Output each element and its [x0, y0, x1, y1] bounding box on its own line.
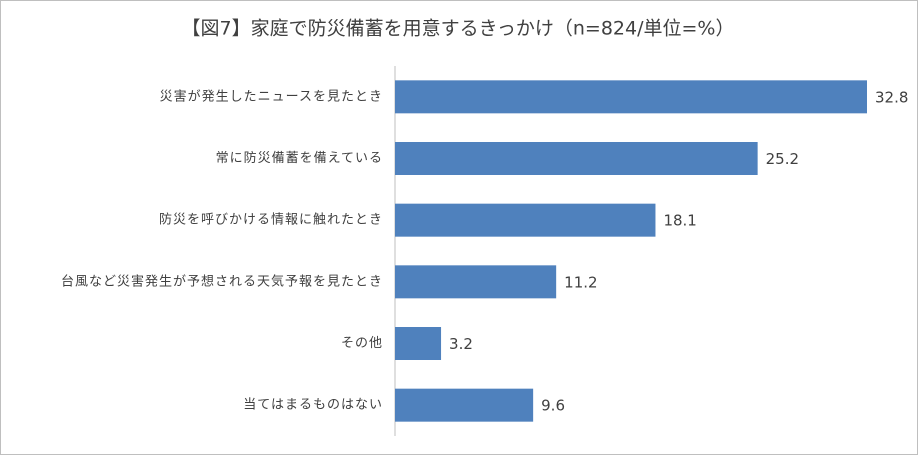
bar	[395, 327, 442, 360]
category-label: 当てはまるものはない	[243, 398, 383, 413]
value-label: 9.6	[541, 397, 565, 415]
bar	[395, 203, 656, 237]
bar	[395, 80, 867, 114]
chart-title: 【図7】家庭で防災備蓄を用意するきっかけ（n=824/単位=%）	[182, 18, 735, 40]
value-label: 25.2	[766, 150, 799, 168]
bar	[395, 142, 758, 175]
category-label: 災害が発生したニュースを見たとき	[160, 88, 383, 104]
category-label: 台風など災害発生が予想される天気予報を見たとき	[61, 273, 383, 289]
category-label: 常に防災備蓄を備えている	[216, 150, 383, 166]
value-label: 3.2	[449, 335, 473, 353]
bar	[395, 265, 557, 299]
bar	[395, 388, 534, 422]
category-label: 防災を呼びかける情報に触れたとき	[159, 212, 383, 228]
value-label: 18.1	[663, 212, 696, 230]
value-label: 32.8	[875, 88, 908, 106]
value-label: 11.2	[564, 273, 597, 291]
category-label: その他	[341, 336, 383, 351]
